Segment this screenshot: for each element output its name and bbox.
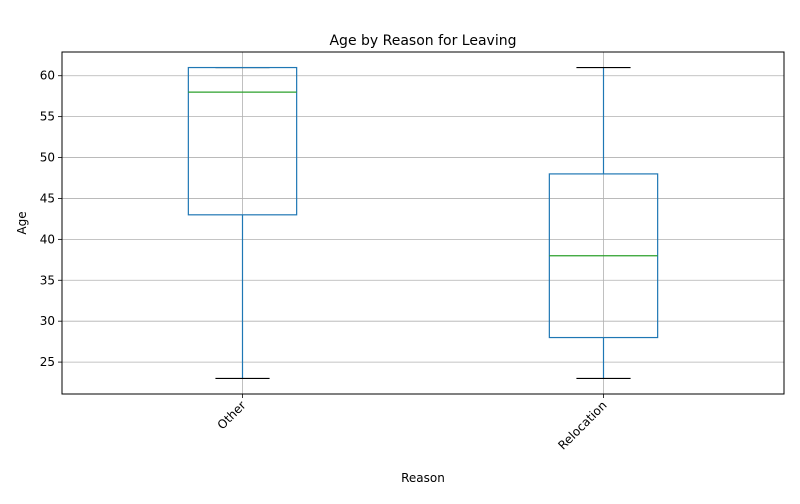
box-iqr [187, 66, 298, 216]
y-axis-label: Age [15, 211, 29, 234]
y-tick-label: 30 [40, 314, 55, 328]
y-tick-label: 35 [40, 273, 55, 287]
boxes [187, 66, 659, 380]
y-tick-label: 40 [40, 232, 55, 246]
x-ticks: Other Relocation [215, 394, 610, 453]
x-axis-label: Reason [401, 471, 445, 485]
x-tick-label: Other [215, 398, 249, 432]
plot-frame [61, 51, 785, 395]
y-tick-label: 25 [40, 355, 55, 369]
y-tick-label: 60 [40, 69, 55, 83]
y-ticks: 25 30 35 40 45 50 55 60 [40, 69, 62, 369]
chart-title: Age by Reason for Leaving [329, 33, 516, 49]
y-tick-label: 45 [40, 191, 55, 205]
y-tick-label: 55 [40, 110, 55, 124]
y-tick-label: 50 [40, 151, 55, 165]
x-tick-label: Relocation [555, 398, 609, 452]
grid-lines [62, 52, 784, 394]
